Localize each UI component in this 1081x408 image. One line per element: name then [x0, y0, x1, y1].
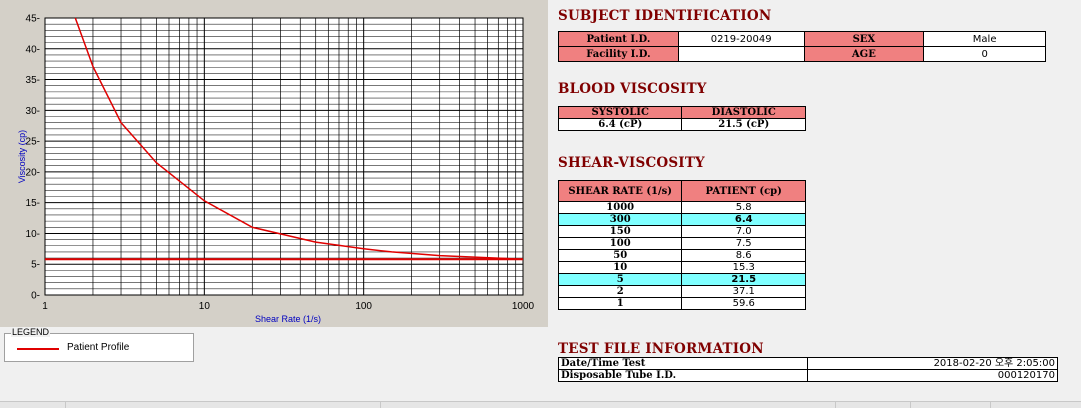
- legend-label: Patient Profile: [67, 342, 130, 353]
- datetime-value: 2018-02-20 오후 2:05:00: [806, 357, 1058, 370]
- patient-cp-cell: 21.5: [681, 273, 806, 286]
- x-tick-label: 100: [355, 301, 372, 312]
- datetime-label: Date/Time Test: [558, 357, 808, 370]
- x-tick-label: 1000: [512, 301, 535, 312]
- subject-title: SUBJECT IDENTIFICATION: [558, 8, 772, 24]
- shear-row: 1000 5.8: [557, 201, 806, 214]
- shear-rate-cell: 100: [557, 237, 683, 250]
- status-bar-segment: [380, 402, 381, 408]
- shear-rate-cell: 5: [557, 273, 683, 286]
- y-tick-label: 20-: [26, 167, 40, 178]
- x-tick-label: 1: [42, 301, 48, 312]
- blood-table: SYSTOLIC DIASTOLIC 6.4 (cP) 21.5 (cP): [557, 106, 806, 131]
- shear-row: 2 37.1: [557, 285, 806, 298]
- patient-cp-cell: 59.6: [681, 297, 806, 310]
- y-tick-label: 25-: [26, 137, 40, 148]
- y-tick-label: 15-: [26, 198, 40, 209]
- shear-row: 5 21.5: [557, 273, 806, 286]
- systolic-value: 6.4 (cP): [557, 118, 683, 131]
- patient-cp-cell: 6.4: [681, 213, 806, 226]
- status-bar-segment: [835, 402, 836, 408]
- testfile-table: Date/Time Test 2018-02-20 오후 2:05:00 Dis…: [558, 357, 1058, 382]
- shear-row: 50 8.6: [557, 249, 806, 262]
- facility-id-value: [677, 46, 805, 62]
- y-tick-label: 30-: [26, 106, 40, 117]
- y-tick-label: 10-: [26, 229, 40, 240]
- y-tick-label: 35-: [26, 75, 40, 86]
- x-tick-label: 10: [199, 301, 211, 312]
- shear-title: SHEAR-VISCOSITY: [558, 155, 705, 171]
- patient-cp-header: PATIENT (cp): [681, 180, 806, 202]
- y-tick-label: 5-: [31, 260, 40, 271]
- status-bar-segment: [65, 402, 66, 408]
- shear-rate-cell: 10: [557, 261, 683, 274]
- patient-cp-cell: 7.0: [681, 225, 806, 238]
- shear-table: SHEAR RATE (1/s) PATIENT (cp) 1000 5.8 300…: [557, 180, 806, 310]
- status-bar: [0, 401, 1081, 408]
- shear-rate-cell: 1: [557, 297, 683, 310]
- y-tick-label: 45-: [26, 14, 40, 25]
- age-label: AGE: [803, 46, 925, 62]
- facility-id-label: Facility I.D.: [558, 46, 679, 62]
- patient-profile-series: [74, 17, 524, 261]
- y-tick-label: 40-: [26, 44, 40, 55]
- viscosity-chart: 0- 5- 10- 15- 20- 25- 30- 35- 40- 45- 1 10 100 1000 Sh…: [17, 14, 535, 325]
- diastolic-value: 21.5 (cP): [681, 118, 806, 131]
- shear-rate-cell: 2: [557, 285, 683, 298]
- patient-cp-cell: 5.8: [681, 201, 806, 214]
- legend-title: LEGEND: [11, 327, 51, 337]
- shear-row: 300 6.4: [557, 213, 806, 226]
- legend-line-swatch: [17, 348, 59, 350]
- plot-area: [44, 17, 524, 296]
- status-bar-segment: [910, 402, 911, 408]
- patient-cp-cell: 15.3: [681, 261, 806, 274]
- age-value: 0: [923, 46, 1046, 62]
- chart-panel: 0- 5- 10- 15- 20- 25- 30- 35- 40- 45- 1 10 100 1000 Sh…: [0, 0, 548, 327]
- diastolic-label: DIASTOLIC: [681, 106, 806, 119]
- patient-id-label: Patient I.D.: [558, 31, 679, 47]
- x-axis-label: Shear Rate (1/s): [255, 314, 321, 324]
- status-bar-segment: [990, 402, 991, 408]
- y-tick-label: 0-: [31, 291, 40, 302]
- patient-id-value: 0219-20049: [677, 31, 805, 47]
- tube-id-label: Disposable Tube I.D.: [558, 369, 808, 382]
- y-axis-label: Viscosity (cp): [17, 130, 27, 183]
- shear-rate-cell: 1000: [557, 201, 683, 214]
- shear-row: 150 7.0: [557, 225, 806, 238]
- shear-row: 100 7.5: [557, 237, 806, 250]
- patient-cp-cell: 7.5: [681, 237, 806, 250]
- testfile-title: TEST FILE INFORMATION: [558, 341, 764, 357]
- shear-row: 1 59.6: [557, 297, 806, 310]
- shear-rate-cell: 50: [557, 249, 683, 262]
- legend: LEGEND Patient Profile: [4, 327, 194, 362]
- shear-row: 10 15.3: [557, 261, 806, 274]
- patient-cp-cell: 8.6: [681, 249, 806, 262]
- sex-label: SEX: [803, 31, 925, 47]
- blood-title: BLOOD VISCOSITY: [558, 81, 707, 97]
- shear-rate-header: SHEAR RATE (1/s): [557, 180, 683, 202]
- tube-id-value: 000120170: [806, 369, 1058, 382]
- patient-cp-cell: 37.1: [681, 285, 806, 298]
- subject-table: Patient I.D. 0219-20049 SEX Male Facilit…: [558, 31, 1046, 62]
- systolic-label: SYSTOLIC: [557, 106, 683, 119]
- sex-value: Male: [923, 31, 1046, 47]
- shear-rate-cell: 150: [557, 225, 683, 238]
- shear-rate-cell: 300: [557, 213, 683, 226]
